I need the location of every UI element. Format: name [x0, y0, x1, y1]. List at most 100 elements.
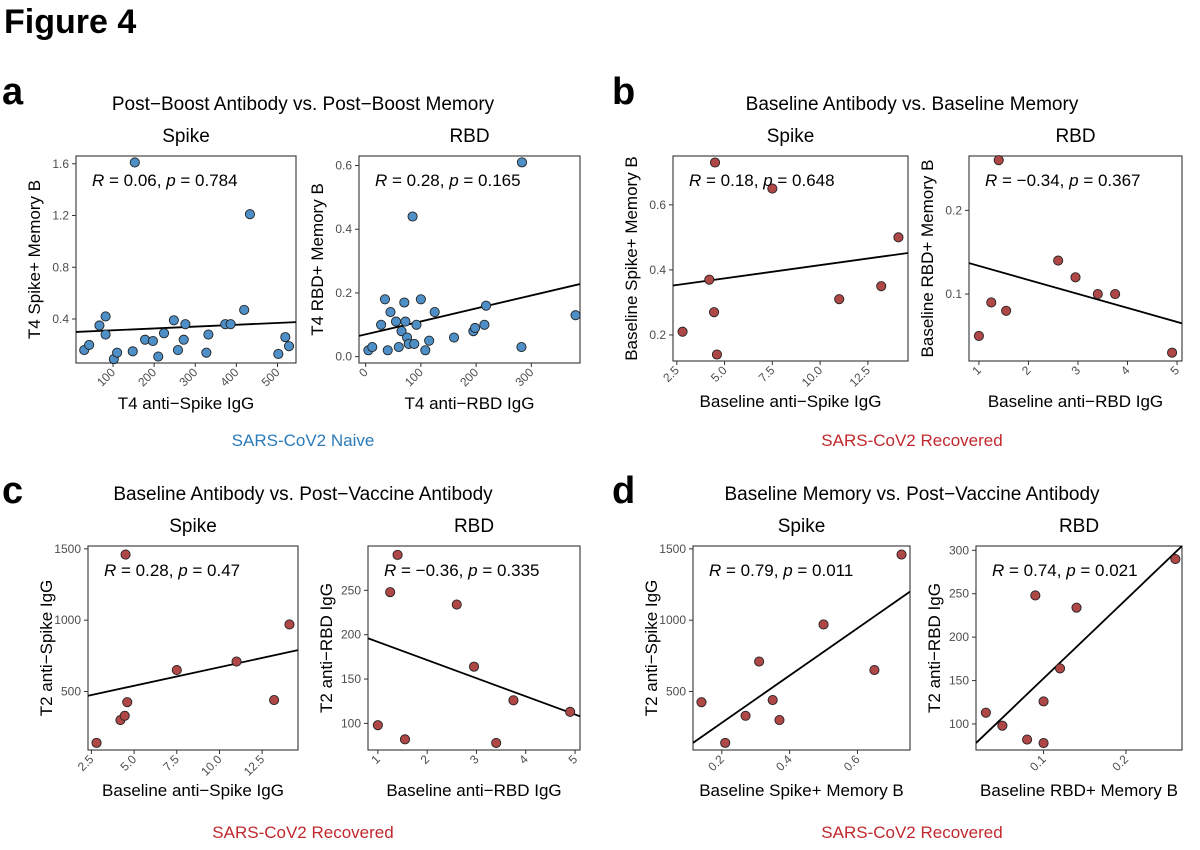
data-point [896, 549, 907, 560]
y-tick-label: 200 [949, 630, 969, 644]
y-tick-label: 500 [666, 685, 686, 699]
data-point [280, 332, 291, 343]
data-point [993, 155, 1004, 166]
data-point [834, 294, 845, 305]
x-tick-label: 100 [402, 365, 426, 389]
y-tick-label: 250 [949, 587, 969, 601]
data-point [893, 232, 904, 243]
y-tick-label: 0.6 [335, 159, 352, 173]
y-axis-title: Baseline Spike+ Memory B [622, 156, 641, 361]
data-point [973, 330, 984, 341]
data-point [153, 351, 164, 362]
data-point [508, 695, 519, 706]
x-tick-label: 0.4 [773, 752, 795, 774]
panel-title-a: Post−Boost Antibody vs. Post−Boost Memor… [112, 94, 495, 115]
x-tick-label: 3 [1068, 363, 1083, 378]
data-point [469, 322, 481, 334]
correlation-stat: R = 0.79, p = 0.011 [709, 561, 853, 580]
correlation-stat: R = 0.28, p = 0.165 [375, 171, 521, 190]
correlation-stat: R = −0.34, p = 0.367 [985, 171, 1141, 190]
data-point [385, 306, 396, 318]
data-point [1038, 696, 1049, 707]
x-tick-label: 0 [356, 365, 371, 380]
group-label-b: SARS-CoV2 Recovered [821, 431, 1002, 450]
data-point [704, 274, 715, 285]
x-tick-label: 2 [1019, 363, 1034, 378]
figure-title: Figure 4 [4, 3, 136, 41]
x-tick-label: 0.6 [841, 752, 863, 774]
correlation-stat: R = 0.06, p = 0.784 [92, 171, 238, 190]
x-tick-label: 300 [512, 365, 536, 389]
y-tick-label: 1000 [659, 613, 686, 627]
data-point [720, 737, 731, 748]
x-tick-label: 1 [969, 363, 984, 378]
correlation-stat: R = 0.74, p = 0.021 [992, 561, 1138, 580]
y-tick-label: 200 [341, 628, 361, 642]
data-point [84, 339, 95, 350]
x-tick-label: 0.2 [705, 752, 727, 774]
x-axis-title: T4 anti−Spike IgG [118, 394, 255, 413]
x-axis-title: Baseline Spike+ Memory B [699, 781, 904, 800]
x-tick-label: 5 [566, 752, 581, 767]
data-point [100, 329, 111, 340]
x-tick-label: 400 [217, 365, 241, 389]
data-point [709, 307, 720, 318]
x-axis-title: T4 anti−RBD IgG [405, 394, 535, 413]
x-tick-label: 5.0 [118, 752, 140, 774]
y-tick-label: 150 [949, 674, 969, 688]
x-tick-label: 500 [259, 365, 283, 389]
regression-line [969, 262, 1182, 325]
data-point [980, 707, 991, 718]
panel-title-b: Baseline Antibody vs. Baseline Memory [746, 94, 1079, 115]
data-point [231, 656, 242, 667]
data-point [997, 720, 1008, 731]
data-point [869, 665, 880, 676]
data-point [1092, 289, 1103, 300]
plot-frame [367, 545, 581, 751]
y-axis-title: Baseline RBD+ Memory B [918, 160, 937, 358]
data-point [178, 334, 189, 345]
data-point [481, 300, 492, 311]
data-point [393, 342, 404, 353]
facet-title: RBD [1055, 126, 1095, 147]
x-tick-label: 5.0 [708, 363, 730, 385]
data-point [158, 328, 170, 339]
x-tick-label: 12.5 [241, 752, 268, 779]
data-point [696, 697, 707, 708]
y-tick-label: 100 [341, 716, 361, 730]
y-tick-label: 0.2 [945, 203, 962, 217]
data-point [273, 348, 284, 359]
data-point [203, 329, 214, 340]
data-point [767, 183, 778, 194]
x-tick-label: 4 [516, 752, 531, 767]
x-tick-label: 300 [176, 365, 200, 389]
y-axis-title: T2 anti−RBD IgG [317, 583, 336, 713]
data-point [129, 157, 140, 168]
x-tick-label: 4 [1118, 363, 1133, 378]
data-point [1022, 734, 1033, 745]
data-point [1110, 289, 1121, 300]
x-tick-label: 10.0 [799, 363, 826, 390]
data-point [415, 294, 426, 305]
x-tick-label: 10.0 [198, 752, 225, 779]
data-point [119, 710, 130, 721]
data-point [767, 695, 778, 706]
data-point [372, 720, 383, 731]
data-point [120, 549, 131, 560]
data-point [1070, 272, 1081, 283]
data-point [112, 347, 123, 358]
panel-letter-d: d [612, 470, 635, 512]
data-point [1170, 553, 1181, 565]
data-point [1030, 590, 1041, 601]
y-tick-label: 1500 [54, 542, 81, 556]
data-point [385, 587, 396, 598]
x-tick-label: 5 [1168, 363, 1183, 378]
data-point [379, 294, 391, 305]
data-point [201, 347, 212, 358]
data-point [100, 311, 111, 322]
data-point [429, 306, 440, 318]
facet-title: Spike [162, 126, 210, 147]
data-point [225, 319, 236, 330]
data-point [409, 338, 420, 349]
